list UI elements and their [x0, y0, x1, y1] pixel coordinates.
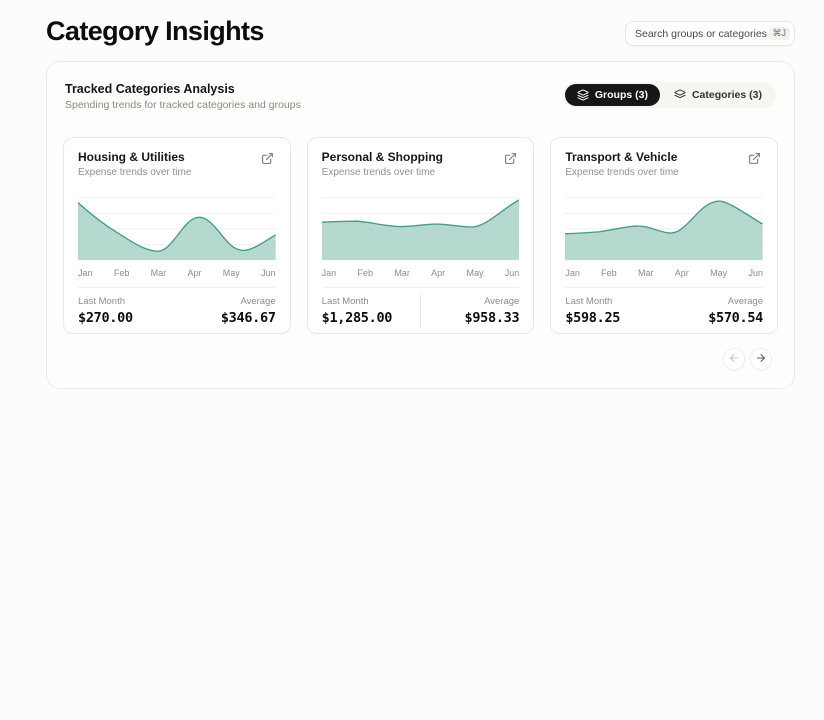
layers-icon — [577, 89, 589, 101]
card-title: Personal & Shopping — [321, 150, 443, 164]
layers-icon — [674, 89, 686, 101]
search-box[interactable]: ⌘J — [625, 21, 795, 46]
page-title: Category Insights — [46, 16, 264, 46]
last-month-value: $270.00 — [78, 310, 133, 326]
last-month-stat: Last Month $1,285.00 — [321, 296, 393, 326]
footer-divider — [420, 294, 422, 328]
card-subtitle: Expense trends over time — [565, 167, 679, 178]
average-stat: Average $958.33 — [464, 296, 520, 326]
next-page-button[interactable] — [750, 348, 772, 370]
tracked-categories-panel: Tracked Categories Analysis Spending tre… — [46, 61, 795, 389]
toggle-categories[interactable]: Categories (3) — [662, 84, 774, 106]
panel-heading: Tracked Categories Analysis Spending tre… — [65, 82, 301, 111]
area-chart-personal: Jan Feb Mar Apr May Jun — [321, 190, 520, 278]
external-link-icon[interactable] — [259, 150, 276, 167]
x-axis-labels: Jan Feb Mar Apr May Jun — [78, 268, 276, 278]
last-month-stat: Last Month $270.00 — [78, 296, 133, 326]
area-chart-housing: Jan Feb Mar Apr May Jun — [78, 190, 276, 278]
card-subtitle: Expense trends over time — [321, 167, 436, 178]
x-axis-labels: Jan Feb Mar Apr May Jun — [321, 268, 520, 278]
arrow-right-icon — [755, 352, 767, 367]
average-value: $958.33 — [464, 310, 520, 326]
last-month-stat: Last Month $598.25 — [565, 296, 621, 326]
chart-card-personal-shopping: Personal & Shopping Expense trends over … — [306, 137, 535, 334]
external-link-icon[interactable] — [502, 150, 519, 167]
view-toggle-group: Groups (3) Categories (3) — [562, 82, 776, 108]
x-axis-labels: Jan Feb Mar Apr May Jun — [565, 268, 763, 278]
chart-cards-row: Housing & Utilities Expense trends over … — [63, 137, 778, 334]
average-value: $570.54 — [708, 310, 763, 326]
external-link-icon[interactable] — [746, 150, 763, 167]
area-chart-transport: Jan Feb Mar Apr May Jun — [565, 190, 763, 278]
chart-card-housing-utilities: Housing & Utilities Expense trends over … — [63, 137, 291, 334]
panel-title: Tracked Categories Analysis — [65, 82, 235, 96]
toggle-categories-label: Categories (3) — [691, 89, 762, 101]
toggle-groups-label: Groups (3) — [594, 89, 648, 101]
search-input[interactable] — [635, 27, 769, 40]
toggle-groups[interactable]: Groups (3) — [564, 84, 660, 106]
card-title: Transport & Vehicle — [565, 150, 678, 164]
card-subtitle: Expense trends over time — [78, 167, 192, 178]
carousel-pager — [63, 348, 778, 372]
average-stat: Average $570.54 — [708, 296, 763, 326]
keyboard-shortcut-badge: ⌘J — [768, 27, 790, 40]
arrow-left-icon — [728, 352, 740, 367]
last-month-value: $598.25 — [565, 310, 621, 326]
panel-subtitle: Spending trends for tracked categories a… — [65, 99, 301, 111]
previous-page-button[interactable] — [723, 348, 745, 370]
chart-card-transport-vehicle: Transport & Vehicle Expense trends over … — [550, 137, 778, 334]
average-stat: Average $346.67 — [220, 296, 276, 326]
last-month-value: $1,285.00 — [321, 310, 393, 326]
top-bar: Category Insights ⌘J — [0, 0, 824, 61]
card-title: Housing & Utilities — [78, 150, 185, 164]
average-value: $346.67 — [220, 310, 276, 326]
